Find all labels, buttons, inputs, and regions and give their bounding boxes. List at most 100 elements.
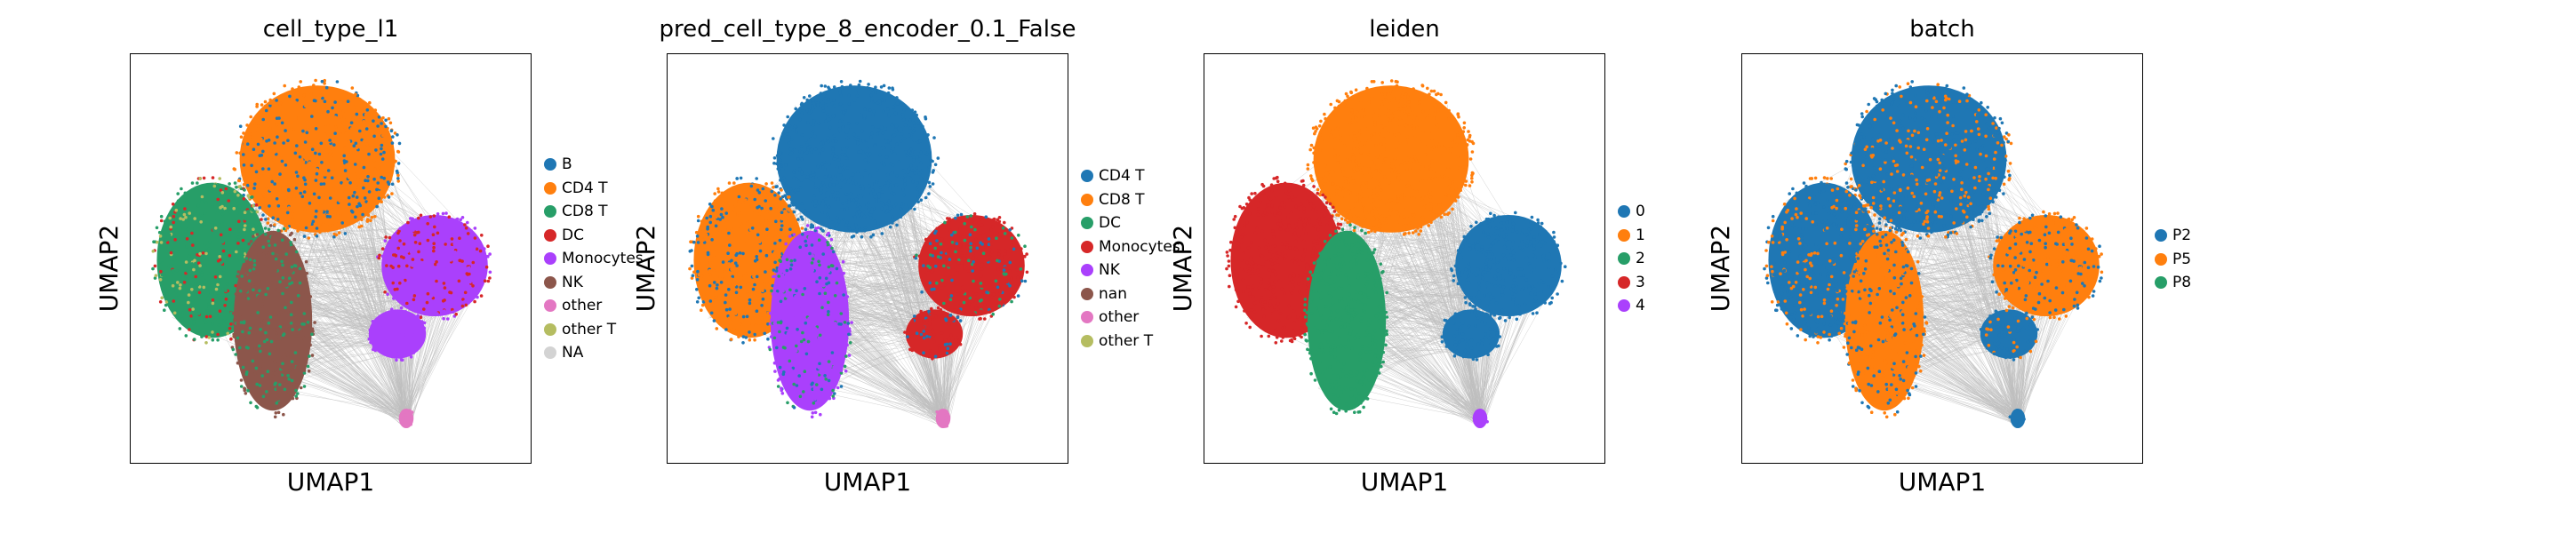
cell-point	[692, 240, 696, 244]
cell-point	[979, 218, 982, 221]
cell-point	[311, 205, 316, 210]
cell-point	[459, 259, 462, 263]
cell-point	[788, 248, 792, 251]
cell-point	[838, 91, 842, 95]
cell-point	[916, 334, 920, 338]
cell-point	[244, 372, 249, 377]
cell-point	[858, 79, 862, 84]
cell-point	[942, 301, 946, 306]
cell-point	[269, 339, 274, 344]
cell-point	[314, 151, 317, 155]
cluster-top	[772, 79, 940, 239]
cell-point	[1316, 235, 1320, 240]
cell-point	[1316, 162, 1321, 165]
cluster-mid	[1303, 223, 1389, 416]
cell-point	[370, 215, 374, 219]
cell-point	[1367, 333, 1372, 337]
cell-point	[1019, 267, 1023, 271]
cell-point	[868, 99, 871, 103]
cell-point	[768, 322, 772, 326]
cell-point	[1354, 88, 1358, 91]
cell-point	[725, 236, 730, 240]
cell-point	[709, 234, 713, 237]
cell-point	[220, 222, 224, 226]
cell-point	[390, 307, 394, 312]
cell-point	[844, 337, 849, 340]
cell-point	[383, 239, 388, 243]
cell-point	[820, 383, 824, 387]
cell-point	[290, 126, 293, 131]
cell-point	[771, 283, 774, 288]
cell-point	[985, 290, 988, 294]
cell-point	[789, 294, 793, 298]
cell-point	[291, 87, 294, 91]
cell-point	[251, 209, 254, 212]
cell-point	[162, 229, 166, 234]
cell-point	[1249, 256, 1253, 259]
cell-point	[1324, 209, 1328, 212]
cell-point	[832, 183, 836, 187]
cell-point	[861, 187, 865, 191]
cell-point	[780, 211, 784, 214]
cell-point	[183, 191, 188, 195]
cell-point	[277, 314, 281, 318]
cell-point	[779, 259, 782, 263]
cell-point	[713, 192, 716, 195]
cell-point	[1403, 196, 1406, 200]
cell-point	[1366, 230, 1371, 235]
cell-point	[287, 324, 292, 328]
cell-point	[814, 373, 819, 377]
cell-point	[803, 370, 807, 374]
cell-point	[259, 328, 262, 331]
cell-point	[799, 323, 803, 328]
cell-point	[823, 168, 827, 171]
cell-point	[1243, 225, 1246, 229]
cell-point	[1372, 191, 1376, 195]
cell-point	[811, 381, 814, 386]
cell-point	[798, 354, 802, 357]
cell-point	[892, 192, 896, 196]
cell-point	[1347, 190, 1351, 194]
cell-point	[342, 154, 346, 158]
cell-point	[266, 395, 269, 400]
cell-point	[183, 304, 188, 307]
cell-point	[744, 272, 748, 276]
cell-point	[242, 321, 246, 325]
legend-entry: NK	[1081, 259, 1180, 282]
cell-point	[889, 141, 892, 146]
cell-point	[696, 214, 700, 219]
cell-point	[253, 371, 257, 376]
cell-point	[271, 358, 275, 362]
cell-point	[436, 212, 440, 216]
cell-point	[289, 241, 292, 244]
cell-point	[1383, 175, 1387, 179]
cell-point	[1352, 170, 1356, 173]
cell-point	[728, 243, 732, 247]
cell-point	[446, 243, 451, 247]
cell-point	[1400, 193, 1404, 196]
cell-point	[279, 156, 284, 160]
cell-point	[1250, 192, 1253, 195]
cell-point	[1421, 96, 1426, 99]
cell-point	[714, 295, 718, 299]
cell-point	[863, 229, 867, 233]
cell-point	[880, 206, 884, 211]
cell-point	[253, 330, 258, 334]
cell-point	[818, 355, 821, 359]
cell-point	[1396, 132, 1401, 136]
cell-point	[216, 197, 220, 202]
cell-point	[1377, 182, 1381, 187]
cell-point	[294, 250, 299, 254]
cell-point	[981, 245, 986, 250]
cell-point	[293, 264, 298, 268]
cell-point	[848, 329, 852, 333]
cell-point	[870, 131, 874, 135]
cell-point	[422, 326, 427, 330]
cell-point	[766, 249, 770, 253]
cell-point	[878, 186, 883, 189]
cell-point	[1345, 402, 1349, 406]
cell-point	[924, 195, 928, 200]
cell-point	[211, 176, 215, 179]
cell-point	[694, 230, 699, 235]
cell-point	[773, 330, 778, 335]
